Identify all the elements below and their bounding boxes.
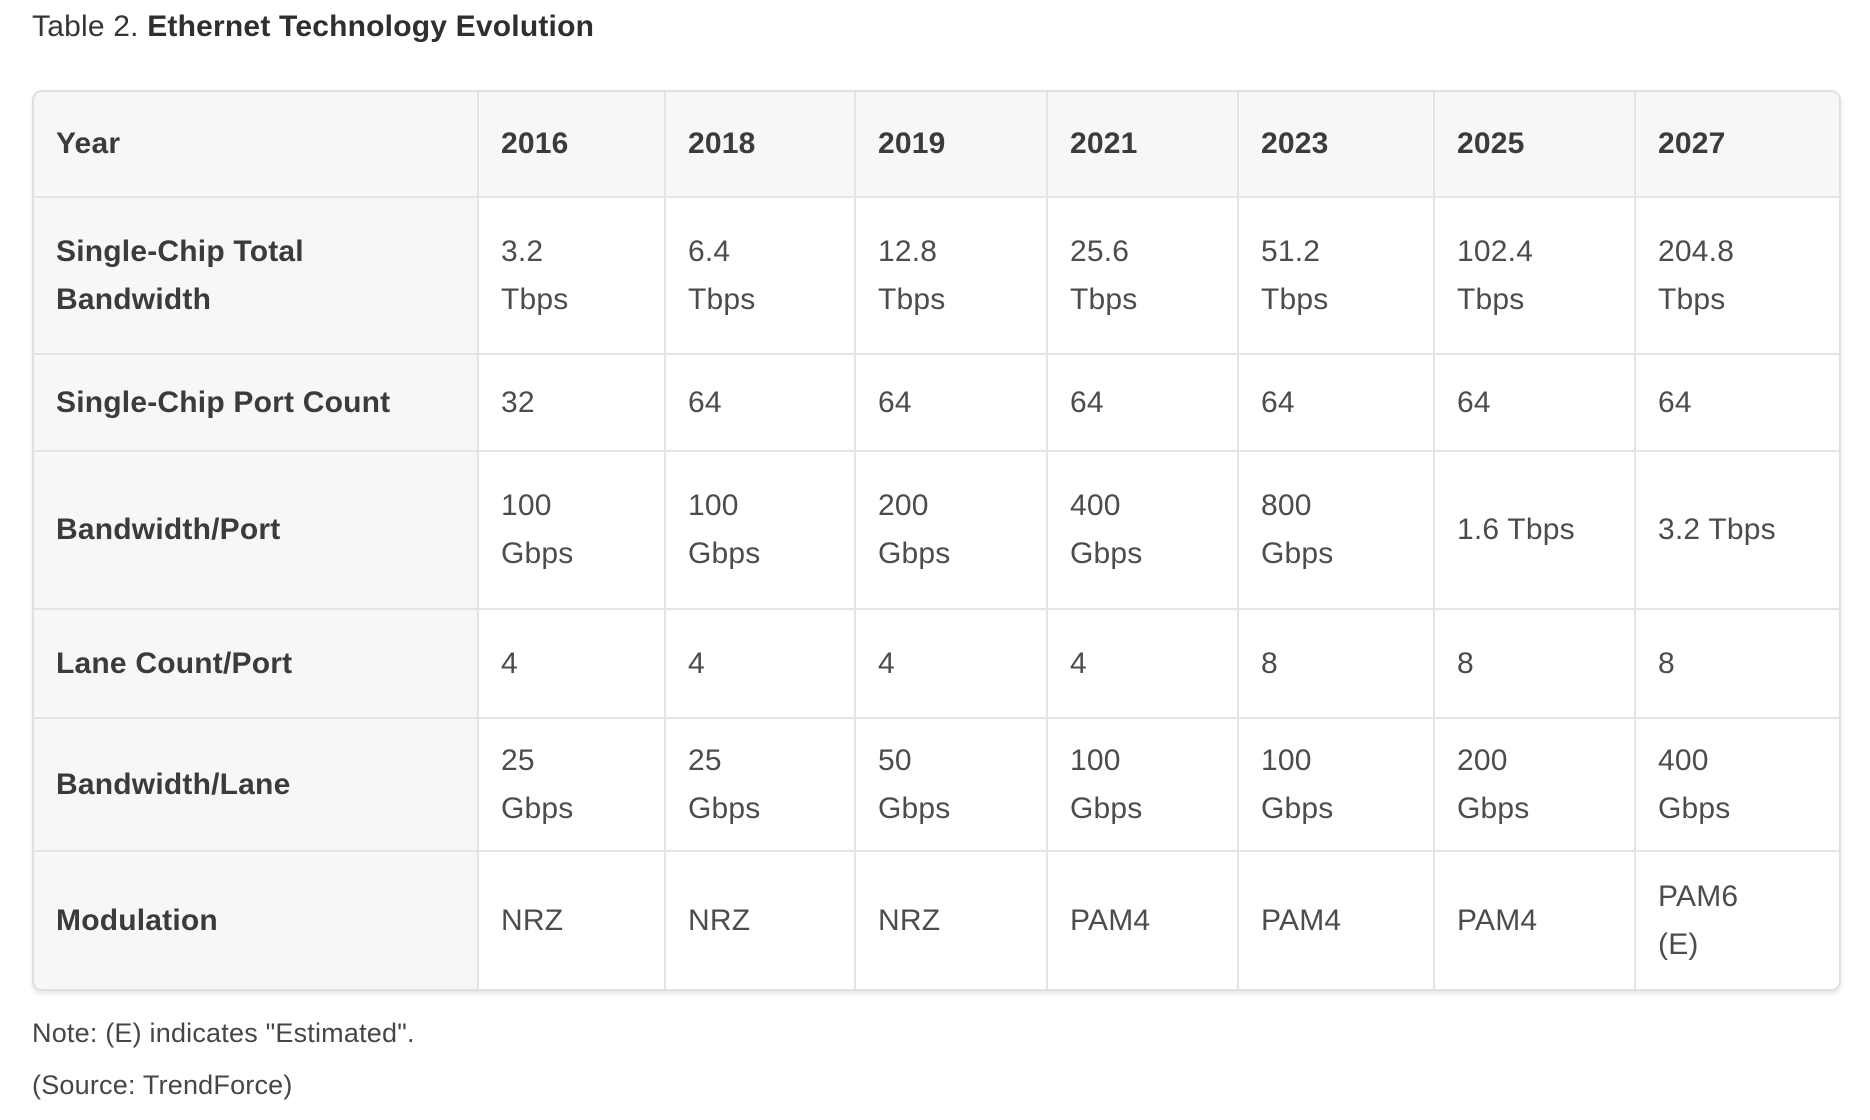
table-row-bandwidth-per-lane: Bandwidth/Lane 25 Gbps 25 Gbps 50 Gbps 1… bbox=[34, 718, 1839, 852]
row-header-modulation: Modulation bbox=[34, 851, 479, 989]
table-cell: 32 bbox=[478, 354, 666, 452]
table-cell: 400 Gbps bbox=[1047, 451, 1239, 610]
table-cell: 25 Gbps bbox=[478, 718, 666, 852]
table-cell: 100 Gbps bbox=[665, 451, 856, 610]
table-cell: NRZ bbox=[855, 851, 1048, 989]
table-cell: 3.2 Tbps bbox=[478, 197, 666, 355]
table-cell: 6.4 Tbps bbox=[665, 197, 856, 355]
header-row: Year 2016 2018 2019 2021 2023 2025 2027 bbox=[34, 92, 1839, 198]
table-cell: 3.2 Tbps bbox=[1635, 451, 1839, 610]
table-cell: 8 bbox=[1434, 609, 1636, 719]
table-row-modulation: Modulation NRZ NRZ NRZ PAM4 PAM4 PAM4 PA… bbox=[34, 851, 1839, 989]
table-cell: 64 bbox=[855, 354, 1048, 452]
row-header-lane-count: Lane Count/Port bbox=[34, 609, 479, 719]
ethernet-evolution-table: Year 2016 2018 2019 2021 2023 2025 2027 … bbox=[32, 90, 1841, 991]
title-main: Ethernet Technology Evolution bbox=[147, 10, 595, 43]
table-cell: 25 Gbps bbox=[665, 718, 856, 852]
table-cell: 4 bbox=[855, 609, 1048, 719]
table-cell: 4 bbox=[665, 609, 856, 719]
row-header-port-count: Single-Chip Port Count bbox=[34, 354, 479, 452]
table-cell: NRZ bbox=[478, 851, 666, 989]
column-header-2019: 2019 bbox=[855, 92, 1048, 198]
table-cell: PAM4 bbox=[1047, 851, 1239, 989]
table-cell: 100 Gbps bbox=[1238, 718, 1435, 852]
table-cell: 100 Gbps bbox=[1047, 718, 1239, 852]
table-cell: 50 Gbps bbox=[855, 718, 1048, 852]
table-cell: 8 bbox=[1238, 609, 1435, 719]
table-cell: 64 bbox=[1635, 354, 1839, 452]
note-source: (Source: TrendForce) bbox=[32, 1070, 293, 1100]
table-row-total-bandwidth: Single-Chip Total Bandwidth 3.2 Tbps 6.4… bbox=[34, 197, 1839, 355]
note-estimated: Note: (E) indicates "Estimated". bbox=[32, 1018, 415, 1048]
column-header-year: Year bbox=[34, 92, 479, 198]
table-row-bandwidth-per-port: Bandwidth/Port 100 Gbps 100 Gbps 200 Gbp… bbox=[34, 451, 1839, 610]
table-cell: 64 bbox=[1434, 354, 1636, 452]
table-cell: 64 bbox=[1047, 354, 1239, 452]
table-cell: NRZ bbox=[665, 851, 856, 989]
column-header-2016: 2016 bbox=[478, 92, 666, 198]
table-cell: 8 bbox=[1635, 609, 1839, 719]
page-title: Table 2. Ethernet Technology Evolution bbox=[32, 8, 1838, 46]
column-header-2023: 2023 bbox=[1238, 92, 1435, 198]
table-cell: 64 bbox=[1238, 354, 1435, 452]
row-header-total-bandwidth: Single-Chip Total Bandwidth bbox=[34, 197, 479, 355]
table-cell: 100 Gbps bbox=[478, 451, 666, 610]
row-header-bandwidth-per-port: Bandwidth/Port bbox=[34, 451, 479, 610]
table-row-port-count: Single-Chip Port Count 32 64 64 64 64 64… bbox=[34, 354, 1839, 452]
page: Table 2. Ethernet Technology Evolution Y… bbox=[32, 8, 1841, 1111]
table-cell: 800 Gbps bbox=[1238, 451, 1435, 610]
table-cell: PAM4 bbox=[1434, 851, 1636, 989]
table-cell: 1.6 Tbps bbox=[1434, 451, 1636, 610]
column-header-2018: 2018 bbox=[665, 92, 856, 198]
column-header-2021: 2021 bbox=[1047, 92, 1239, 198]
table-cell: 25.6 Tbps bbox=[1047, 197, 1239, 355]
table-cell: PAM6 (E) bbox=[1635, 851, 1839, 989]
data-table: Year 2016 2018 2019 2021 2023 2025 2027 … bbox=[34, 92, 1839, 989]
table-row-lane-count: Lane Count/Port 4 4 4 4 8 8 8 bbox=[34, 609, 1839, 719]
table-cell: 4 bbox=[478, 609, 666, 719]
table-cell: 64 bbox=[665, 354, 856, 452]
table-cell: 200 Gbps bbox=[855, 451, 1048, 610]
table-cell: 12.8 Tbps bbox=[855, 197, 1048, 355]
column-header-2027: 2027 bbox=[1635, 92, 1839, 198]
table-cell: 102.4 Tbps bbox=[1434, 197, 1636, 355]
table-cell: 204.8 Tbps bbox=[1635, 197, 1839, 355]
title-prefix: Table 2. bbox=[32, 10, 148, 43]
table-cell: 200 Gbps bbox=[1434, 718, 1636, 852]
row-header-bandwidth-per-lane: Bandwidth/Lane bbox=[34, 718, 479, 852]
table-cell: 51.2 Tbps bbox=[1238, 197, 1435, 355]
column-header-2025: 2025 bbox=[1434, 92, 1636, 198]
table-cell: PAM4 bbox=[1238, 851, 1435, 989]
table-cell: 4 bbox=[1047, 609, 1239, 719]
table-cell: 400 Gbps bbox=[1635, 718, 1839, 852]
